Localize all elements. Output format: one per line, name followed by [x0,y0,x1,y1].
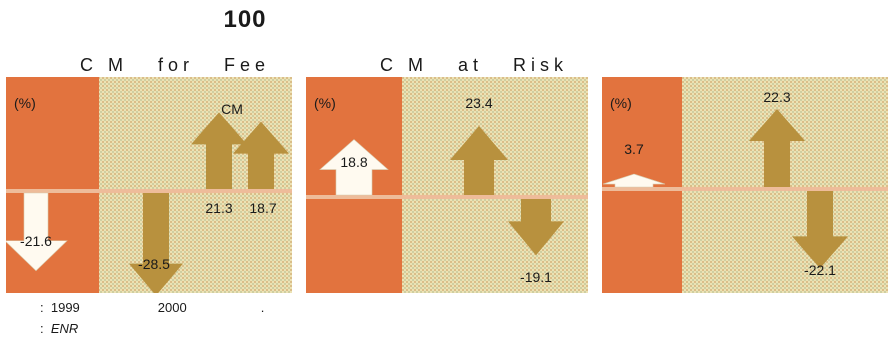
data-label: -22.1 [804,262,836,278]
panel-title-cm-for-fee: C M for Fee [80,55,271,75]
data-label: 18.7 [249,200,276,216]
chart-panel-cm-for-fee: (%) CM -21.6 -28.5 21.3 18.7 [6,77,292,293]
baseline [6,189,292,193]
baseline [306,195,588,199]
footnote-note-dot: . [260,300,265,315]
arrow-up [602,173,666,188]
page-title: 100 [223,6,267,33]
footnote-source-colon: : [40,321,44,336]
data-label: -21.6 [20,233,52,249]
chart-svg-third: (%) 3.7 22.3 -22.1 [602,77,888,293]
arrow-up [450,125,508,195]
footnote-source-value: ENR [50,321,79,336]
unit-label: (%) [14,95,36,111]
chart-panel-cm-at-risk: (%) 18.8 23.4 -19.1 [306,77,588,293]
footnote-note-year1: 1999 [50,300,80,315]
footnote-note-colon: : [40,300,44,315]
data-label: 22.3 [763,89,790,105]
arrow-down [792,191,848,269]
footnote-note-year2: 2000 [157,300,187,315]
arrow-down [129,193,183,293]
chart-svg-cm-for-fee: (%) CM -21.6 -28.5 21.3 18.7 [6,77,292,293]
footnote-note: : 1999 2000. [40,300,264,315]
arrow-up [319,139,389,196]
panel-title-cm-at-risk: C M at Risk [380,55,569,75]
data-label: 23.4 [465,95,492,111]
data-label: 3.7 [624,141,644,157]
data-label: -28.5 [138,256,170,272]
arrow-up [191,112,247,189]
data-label: 18.8 [340,154,367,170]
chart-svg-cm-at-risk: (%) 18.8 23.4 -19.1 [306,77,588,293]
data-label: 21.3 [205,200,232,216]
arrow-up [233,121,289,189]
arrow-down [508,199,564,256]
data-label: -19.1 [520,269,552,285]
baseline [602,187,888,191]
unit-label: (%) [314,95,336,111]
arrow-up [749,108,805,187]
unit-label: (%) [610,95,632,111]
series-label: CM [221,101,243,117]
arrow-down [6,192,68,272]
chart-panel-third: (%) 3.7 22.3 -22.1 [602,77,888,293]
footnote-source: : ENR [40,321,78,336]
